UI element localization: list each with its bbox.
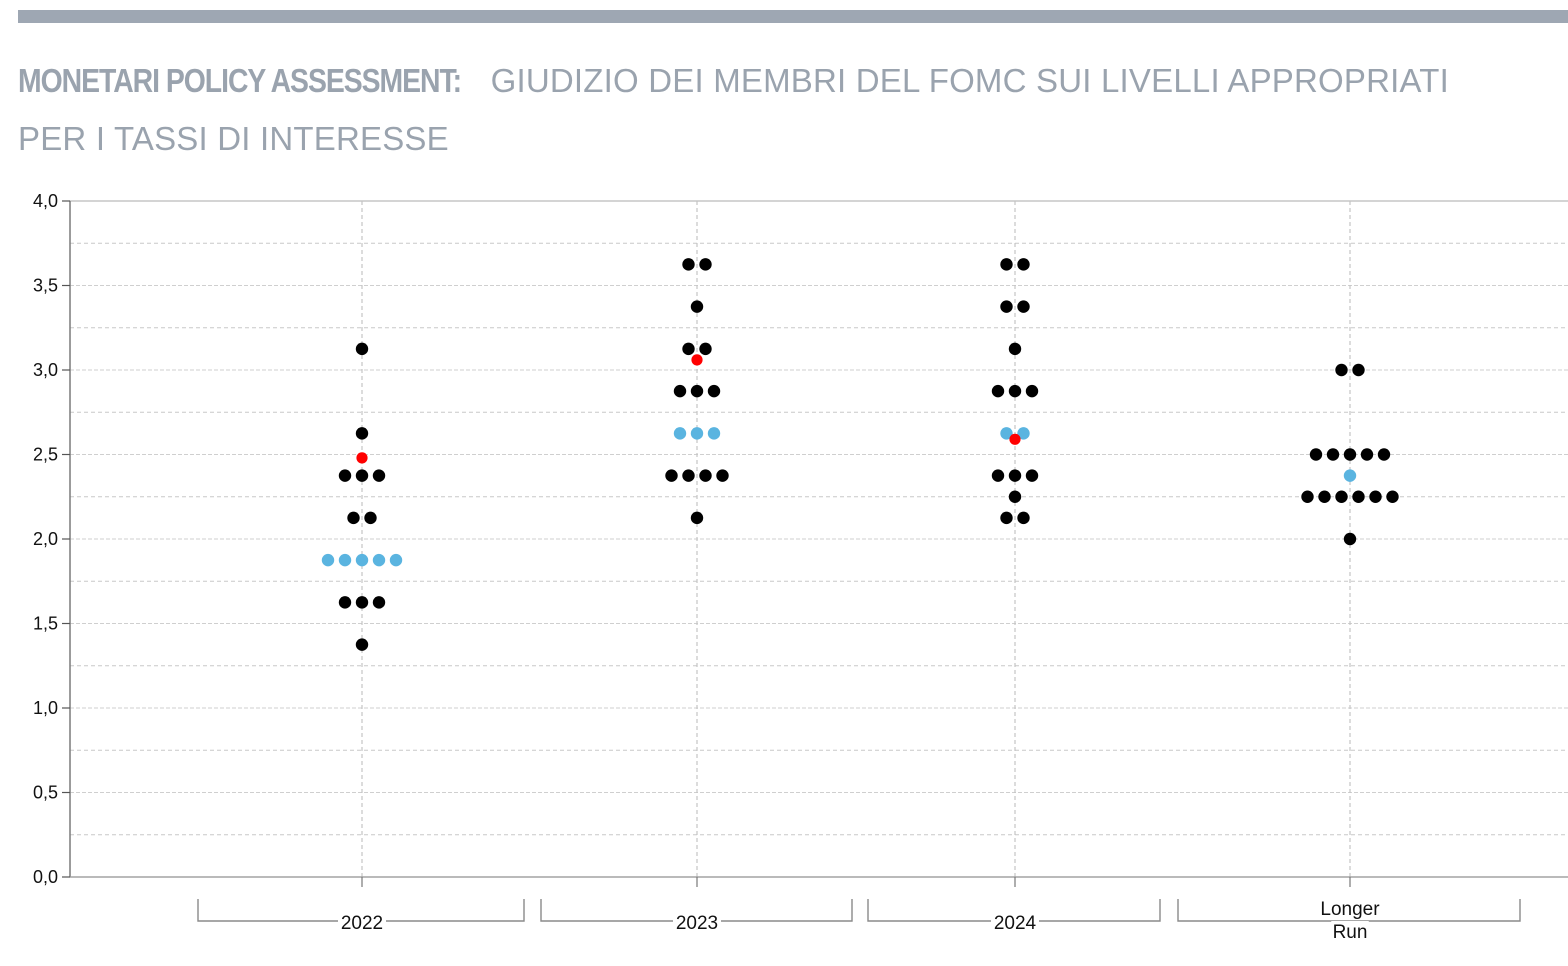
y-tick-label: 0,0 <box>33 867 58 887</box>
participant-dot <box>699 469 712 482</box>
participant-dot <box>338 469 352 482</box>
participant-dot <box>355 469 369 482</box>
participant-dot <box>1008 469 1022 482</box>
participant-dot <box>1343 532 1357 546</box>
median-dot <box>690 427 704 440</box>
mean-dot <box>356 452 368 464</box>
y-tick-label: 4,0 <box>33 191 58 211</box>
title-rest-line2: PER I TASSI DI INTERESSE <box>18 120 449 157</box>
participant-dot <box>372 469 386 482</box>
mean-dot <box>1009 433 1021 445</box>
participant-dot <box>1386 490 1399 503</box>
median-dot <box>321 553 335 567</box>
median-dot <box>372 553 386 567</box>
participant-dot <box>665 469 678 482</box>
median-dot <box>355 553 369 567</box>
header-bar <box>18 10 1568 23</box>
participant-dot <box>707 384 721 398</box>
category-label: Longer <box>1320 899 1380 920</box>
title-bold: MONETARI POLICY ASSESSMENT: <box>18 62 462 99</box>
participant-dot <box>690 300 704 313</box>
category-label: Run <box>1333 922 1368 943</box>
participant-dot <box>1017 258 1030 271</box>
category-label-bg <box>1331 921 1369 943</box>
participant-dot <box>1343 448 1357 461</box>
participant-dot <box>1000 511 1013 525</box>
participant-dot <box>1352 363 1365 377</box>
participant-dot <box>716 469 729 482</box>
median-dot <box>1343 469 1357 482</box>
participant-dot <box>682 342 695 356</box>
dot-plot-chart: 0,0 0,5 1,0 1,5 2,0 2,5 3,0 3,5 4,0 2022 2023 2024 L… <box>33 191 1568 943</box>
participant-dot <box>347 511 360 525</box>
participant-dot <box>355 638 369 651</box>
participant-dot <box>1008 490 1022 503</box>
participant-dot <box>682 258 695 271</box>
page-title: MONETARI POLICY ASSESSMENT: GIUDIZIO DEI… <box>18 52 1548 168</box>
participant-dot <box>1025 384 1039 398</box>
category-label-bg <box>1315 898 1385 920</box>
participant-dot <box>1369 490 1382 503</box>
participant-dot <box>1000 258 1013 271</box>
participant-dot <box>699 258 712 271</box>
participant-dot <box>355 596 369 609</box>
median-dot <box>707 427 721 440</box>
participant-dot <box>1008 384 1022 398</box>
participant-dot <box>1025 469 1039 482</box>
category-label: 2024 <box>994 913 1037 934</box>
participant-dot <box>355 427 369 440</box>
y-tick-label: 3,0 <box>33 360 58 380</box>
participant-dot <box>1309 448 1323 461</box>
participant-dot <box>673 384 687 398</box>
participant-dot <box>991 469 1005 482</box>
participant-dot <box>355 342 369 356</box>
participant-dot <box>1360 448 1374 461</box>
participant-dot <box>338 596 352 609</box>
mean-dot <box>691 354 703 366</box>
y-tick-label: 2,5 <box>33 445 58 465</box>
median-dot <box>1000 427 1013 440</box>
median-dot <box>338 553 352 567</box>
participant-dot <box>1301 490 1314 503</box>
participant-dot <box>1008 342 1022 356</box>
participant-dot <box>690 511 704 525</box>
participant-dot <box>1017 511 1030 525</box>
median-dot <box>389 553 403 567</box>
participant-dot <box>364 511 377 525</box>
title-rest-line1: GIUDIZIO DEI MEMBRI DEL FOMC SUI LIVELLI… <box>481 62 1449 99</box>
y-tick-label: 1,0 <box>33 698 58 718</box>
participant-dot <box>682 469 695 482</box>
participant-dot <box>699 342 712 356</box>
category-label-bg <box>991 912 1039 934</box>
participant-dot <box>1017 300 1030 313</box>
category-label: 2022 <box>341 913 383 934</box>
y-tick-label: 0,5 <box>33 783 58 803</box>
median-dot <box>673 427 687 440</box>
y-tick-label: 2,0 <box>33 529 58 549</box>
y-tick-label: 3,5 <box>33 276 58 296</box>
participant-dot <box>991 384 1005 398</box>
participant-dot <box>372 596 386 609</box>
participant-dot <box>1318 490 1331 503</box>
median-dot <box>1017 427 1030 440</box>
participant-dot <box>690 384 704 398</box>
participant-dot <box>1000 300 1013 313</box>
participant-dot <box>1377 448 1391 461</box>
category-label-bg <box>338 912 386 934</box>
participant-dot <box>1335 363 1348 377</box>
category-label-bg <box>673 912 721 934</box>
category-label: 2023 <box>676 913 718 934</box>
participant-dot <box>1335 490 1348 503</box>
participant-dot <box>1352 490 1365 503</box>
y-tick-label: 1,5 <box>33 614 58 634</box>
participant-dot <box>1326 448 1340 461</box>
